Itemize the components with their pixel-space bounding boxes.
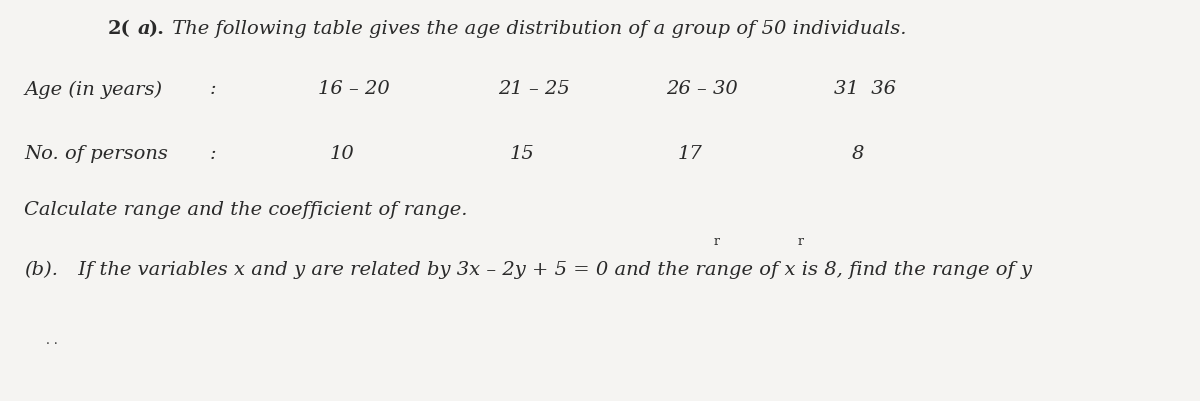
Text: :: : <box>210 144 217 162</box>
Text: :: : <box>210 80 217 98</box>
Text: No. of persons: No. of persons <box>24 144 168 162</box>
Text: r: r <box>714 235 720 247</box>
Text: The following table gives the age distribution of a group of 50 individuals.: The following table gives the age distri… <box>166 20 906 38</box>
Text: 16 – 20: 16 – 20 <box>318 80 390 98</box>
Text: If the variables x and y are related by 3x – 2y + 5 = 0 and the range of x is 8,: If the variables x and y are related by … <box>72 261 1032 279</box>
Text: ).: ). <box>148 20 163 38</box>
Text: (b).: (b). <box>24 261 58 279</box>
Text: 2(: 2( <box>108 20 131 38</box>
Text: 10: 10 <box>330 144 355 162</box>
Text: 21 – 25: 21 – 25 <box>498 80 570 98</box>
Text: a: a <box>138 20 151 38</box>
Text: Age (in years): Age (in years) <box>24 80 162 98</box>
Text: 8: 8 <box>852 144 864 162</box>
Text: 31  36: 31 36 <box>834 80 896 98</box>
Text: 26 – 30: 26 – 30 <box>666 80 738 98</box>
Text: r: r <box>798 235 804 247</box>
Text: 17: 17 <box>678 144 703 162</box>
Text: 15: 15 <box>510 144 535 162</box>
Text: Calculate range and the coefficient of range.: Calculate range and the coefficient of r… <box>24 200 468 219</box>
Text: · ·: · · <box>46 337 58 350</box>
